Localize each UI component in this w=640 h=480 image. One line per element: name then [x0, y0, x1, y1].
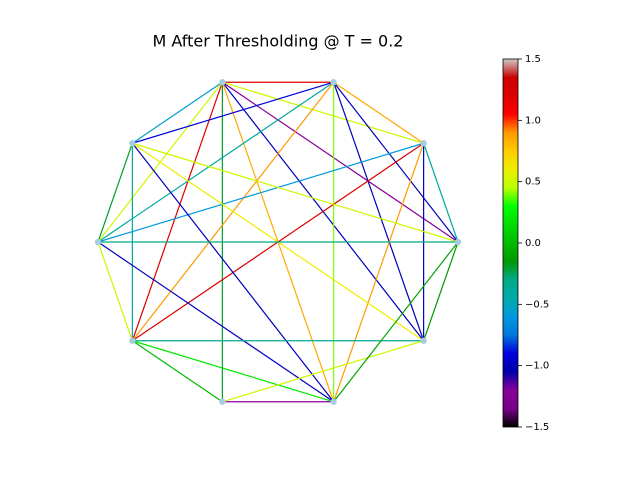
node: [219, 398, 226, 405]
edge: [333, 143, 425, 402]
edge: [423, 143, 459, 243]
edge: [222, 340, 424, 403]
edge: [132, 340, 223, 403]
edge: [333, 241, 459, 403]
edge: [222, 81, 424, 144]
node: [420, 337, 427, 344]
edge: [132, 340, 334, 403]
edge: [131, 82, 223, 341]
edge: [97, 241, 334, 403]
node: [219, 79, 226, 86]
edge: [132, 81, 334, 144]
colorbar-tick-label: −0.5: [525, 299, 549, 310]
colorbar-tick-label: 1.5: [525, 54, 541, 65]
edge: [222, 81, 459, 243]
node: [330, 79, 337, 86]
node: [454, 238, 462, 246]
node: [94, 238, 102, 246]
chart-title: M After Thresholding @ T = 0.2: [153, 32, 404, 51]
colorbar-tick-label: 1.0: [525, 115, 541, 126]
edge: [423, 241, 459, 341]
node: [129, 140, 136, 147]
node: [330, 398, 337, 405]
colorbar-tick-label: −1.0: [525, 361, 549, 372]
edge: [132, 142, 459, 243]
node: [129, 337, 136, 344]
edge: [97, 241, 133, 341]
edge: [97, 143, 133, 243]
colorbar-tick-label: 0.0: [525, 238, 541, 249]
edge: [131, 142, 335, 403]
edge: [333, 81, 424, 144]
edge: [97, 81, 334, 243]
colorbar: [502, 58, 519, 428]
edge: [132, 81, 223, 144]
edge: [97, 142, 424, 243]
edge: [333, 82, 425, 341]
node: [420, 140, 427, 147]
colorbar-tick-label: −1.5: [525, 422, 549, 433]
colorbar-tick-label: 0.5: [525, 177, 541, 188]
